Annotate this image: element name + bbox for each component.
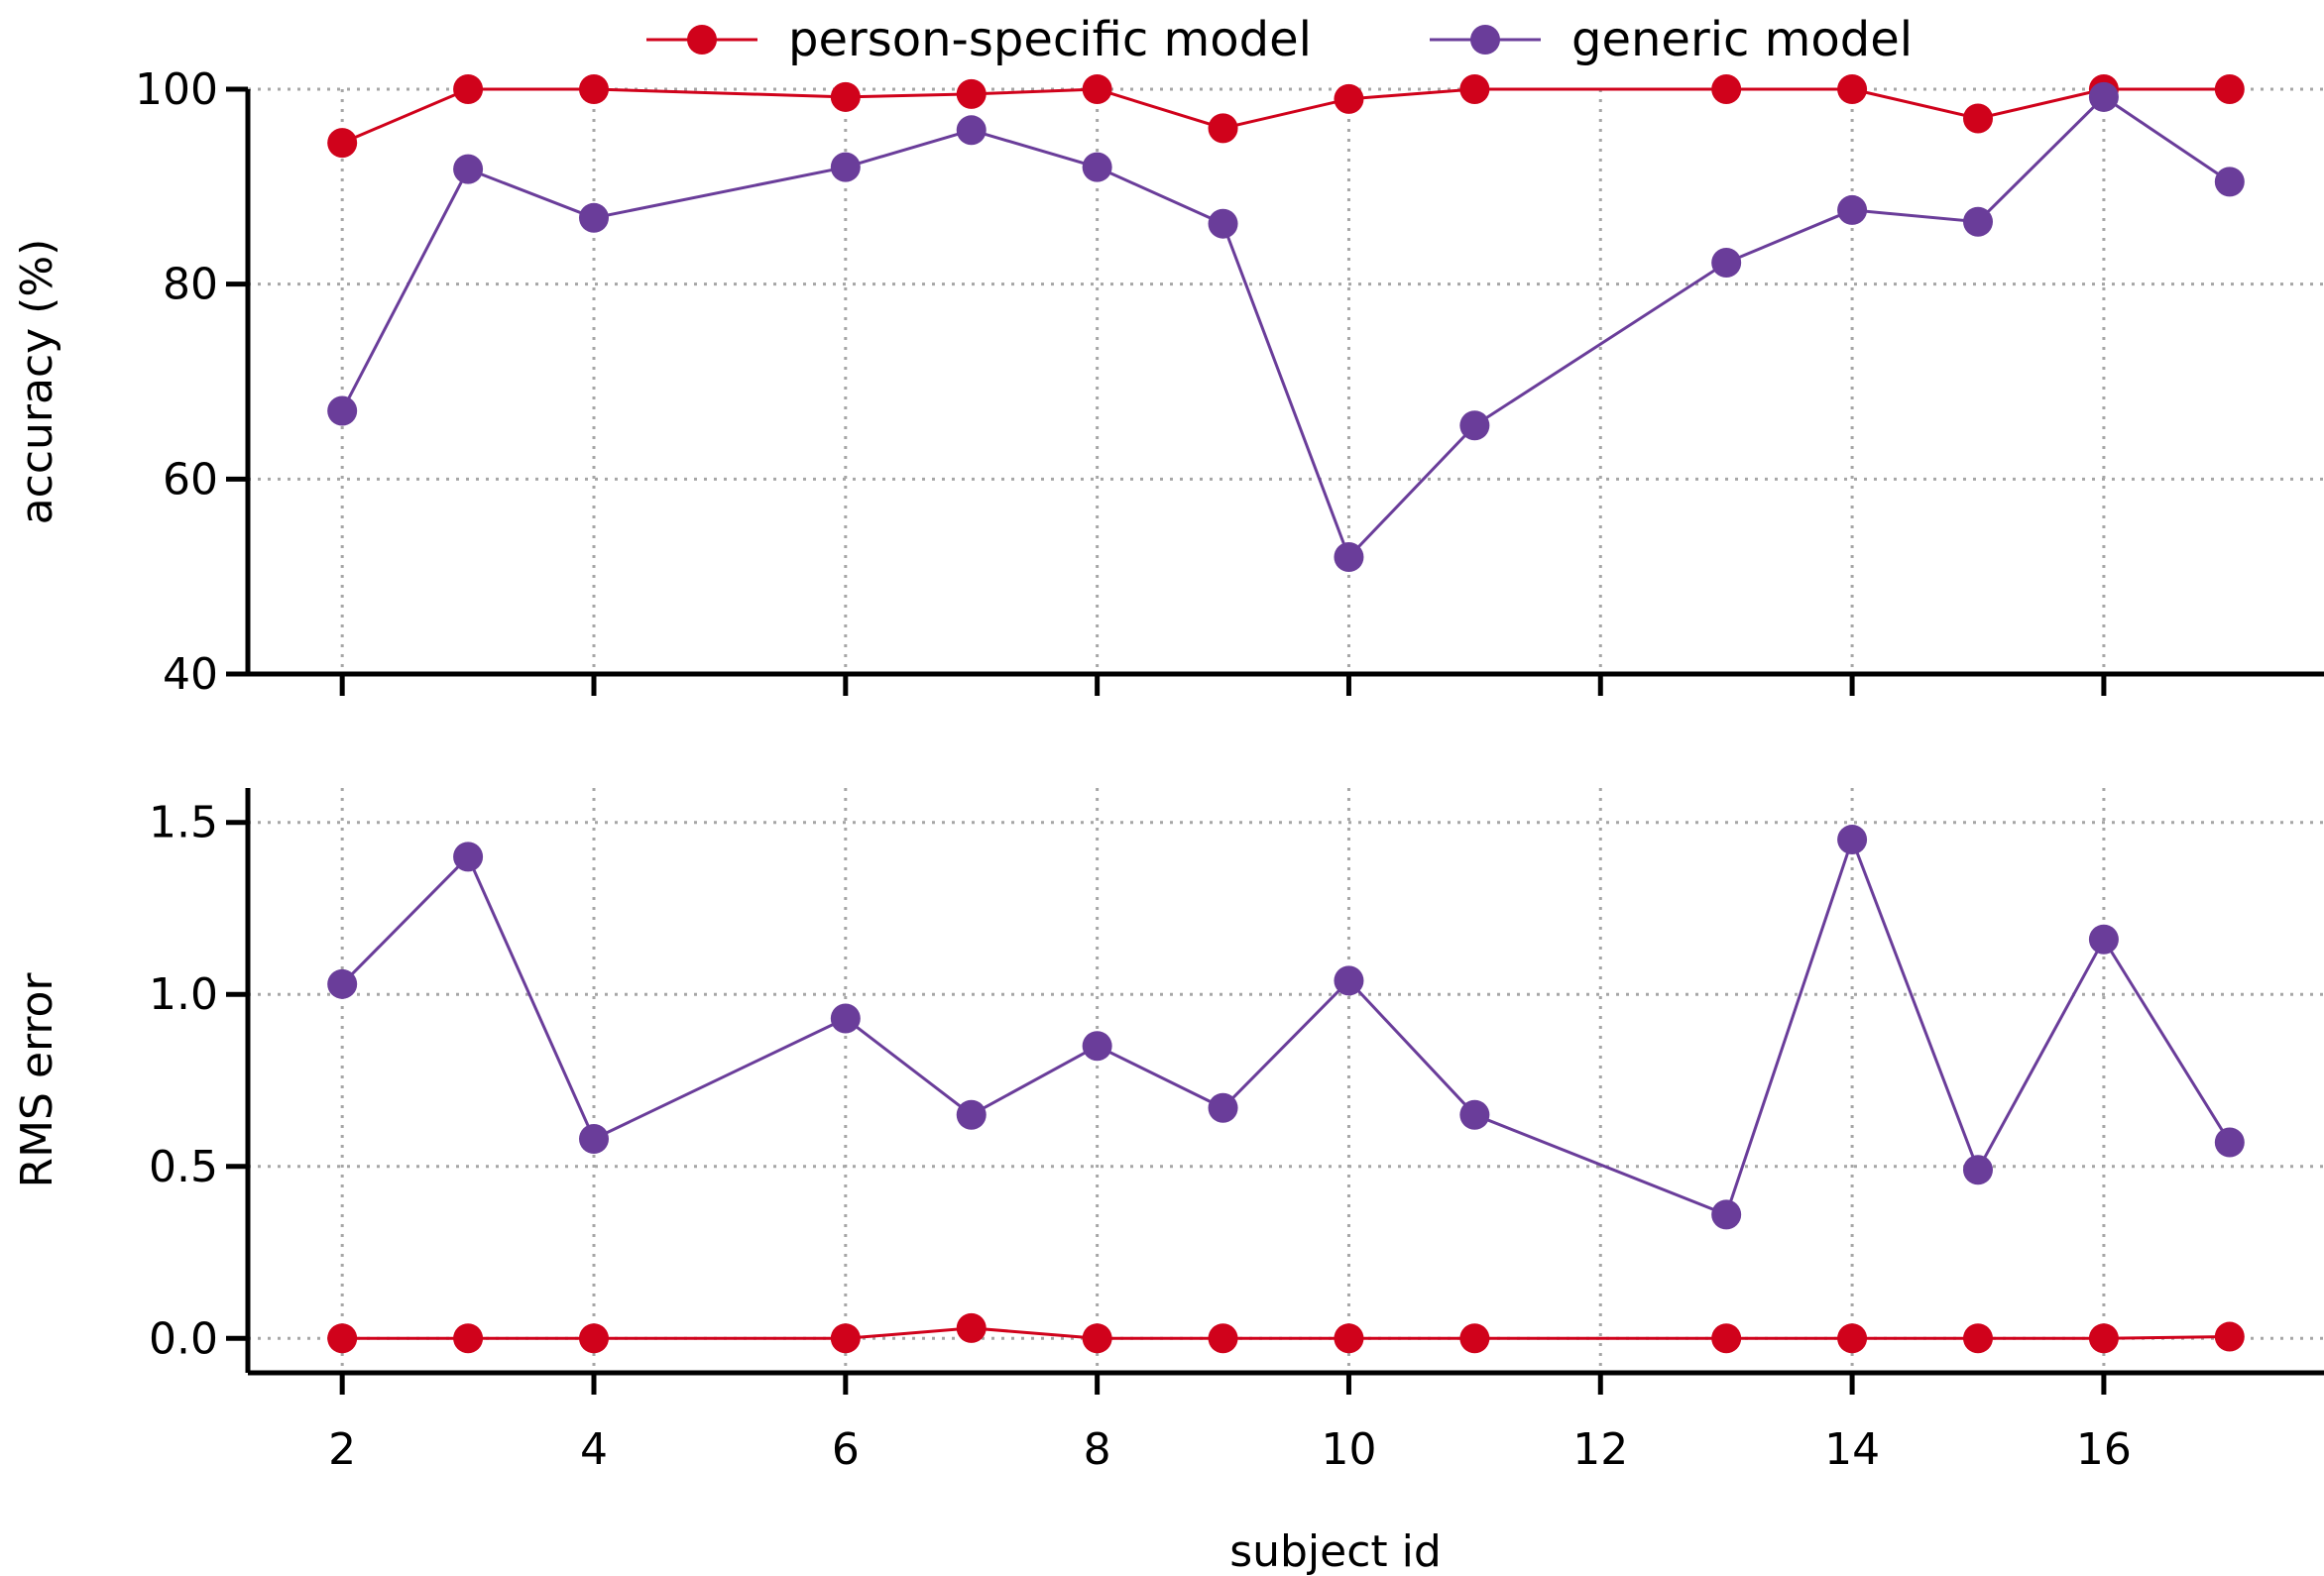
series-0-point-6 — [1208, 113, 1238, 144]
series-0-point-0 — [327, 1323, 358, 1354]
series-0-point-11 — [1963, 1323, 1993, 1354]
series-0-point-13 — [2214, 74, 2245, 104]
series-1-point-13 — [2214, 1127, 2245, 1158]
series-1-point-5 — [1082, 152, 1112, 182]
series-0-point-12 — [2088, 1323, 2119, 1354]
y-tick-label-2: 1.0 — [149, 969, 218, 1020]
x-tick-label-7: 16 — [2076, 1424, 2132, 1475]
series-1-point-8 — [1459, 1099, 1490, 1130]
series-0-point-8 — [1459, 1323, 1490, 1354]
series-0-point-5 — [1082, 74, 1112, 104]
series-line-0 — [341, 87, 2230, 145]
series-0-point-9 — [1711, 1323, 1742, 1354]
series-1-point-4 — [956, 115, 987, 146]
series-0-point-4 — [956, 78, 987, 109]
y-tick-label-2: 80 — [163, 260, 218, 310]
y-tick-label-0: 40 — [163, 649, 218, 700]
series-1-point-2 — [579, 1124, 609, 1154]
x-tick-label-5: 12 — [1572, 1424, 1628, 1475]
series-0-point-13 — [2214, 1321, 2245, 1352]
series-1-point-4 — [956, 1099, 987, 1130]
series-1-point-6 — [1208, 208, 1238, 239]
series-line-1 — [340, 94, 2231, 560]
x-tick-label-2: 6 — [832, 1424, 860, 1475]
series-1-point-5 — [1082, 1031, 1112, 1062]
legend-label-0: person-specific model — [788, 12, 1312, 67]
series-0-point-10 — [1837, 1323, 1868, 1354]
y-axis-title: RMS error — [12, 972, 62, 1188]
x-tick-label-0: 2 — [328, 1424, 356, 1475]
series-line-0 — [342, 1326, 2230, 1340]
x-axis-title: subject id — [1229, 1526, 1442, 1576]
series-0-point-2 — [579, 74, 609, 104]
series-0-point-7 — [1334, 83, 1364, 114]
legend-marker-1 — [1470, 25, 1500, 55]
series-0-point-2 — [579, 1323, 609, 1354]
legend-marker-0 — [687, 25, 717, 55]
series-1-point-9 — [1711, 248, 1742, 279]
series-0-point-10 — [1837, 74, 1868, 104]
series-1-point-11 — [1963, 1155, 1993, 1185]
series-1-point-1 — [453, 842, 484, 872]
series-0-point-3 — [830, 1323, 861, 1354]
x-tick-label-3: 8 — [1084, 1424, 1111, 1475]
y-tick-label-1: 60 — [163, 454, 218, 505]
series-0-point-4 — [956, 1312, 987, 1343]
series-0-point-9 — [1711, 74, 1742, 104]
series-1-point-2 — [579, 202, 609, 233]
series-1-point-12 — [2088, 81, 2119, 112]
x-tick-label-1: 4 — [580, 1424, 608, 1475]
y-tick-label-1: 0.5 — [149, 1142, 218, 1192]
legend-label-1: generic model — [1571, 12, 1913, 67]
y-tick-label-0: 0.0 — [149, 1313, 218, 1364]
series-1-point-9 — [1711, 1199, 1742, 1230]
series-1-point-10 — [1837, 825, 1868, 855]
accuracy-panel: 40 60 80 100 accuracy (%) — [12, 64, 2324, 700]
series-1-point-10 — [1837, 194, 1868, 225]
series-0-point-5 — [1082, 1323, 1112, 1354]
series-1-point-1 — [453, 154, 484, 184]
series-0-point-1 — [453, 74, 484, 104]
series-0-point-11 — [1963, 103, 1993, 134]
series-1-point-7 — [1334, 965, 1364, 996]
y-tick-label-3: 100 — [135, 64, 218, 115]
series-0-point-3 — [830, 81, 861, 112]
y-axis-title: accuracy (%) — [12, 239, 62, 525]
series-1-point-3 — [830, 152, 861, 182]
rms-error-panel: 0.0 0.5 1.0 1.5 2 4 6 8 10 12 14 16 RMS error subject… — [12, 788, 2324, 1576]
series-1-point-12 — [2088, 924, 2119, 955]
series-line-1 — [341, 835, 2232, 1217]
series-1-point-11 — [1963, 206, 1993, 237]
series-0-point-6 — [1208, 1323, 1238, 1354]
series-1-point-8 — [1459, 410, 1490, 441]
legend: person-specific model generic model — [646, 12, 1913, 67]
series-1-point-0 — [327, 395, 358, 426]
y-tick-label-3: 1.5 — [149, 798, 218, 848]
series-1-point-3 — [830, 1003, 861, 1034]
series-0-point-0 — [327, 128, 358, 159]
series-0-point-1 — [453, 1323, 484, 1354]
series-1-point-7 — [1334, 542, 1364, 572]
series-0-point-7 — [1334, 1323, 1364, 1354]
series-1-point-6 — [1208, 1092, 1238, 1123]
x-tick-label-4: 10 — [1321, 1424, 1376, 1475]
series-1-point-13 — [2214, 167, 2245, 197]
series-0-point-8 — [1459, 74, 1490, 104]
series-1-point-0 — [327, 968, 358, 999]
x-tick-label-6: 14 — [1824, 1424, 1880, 1475]
